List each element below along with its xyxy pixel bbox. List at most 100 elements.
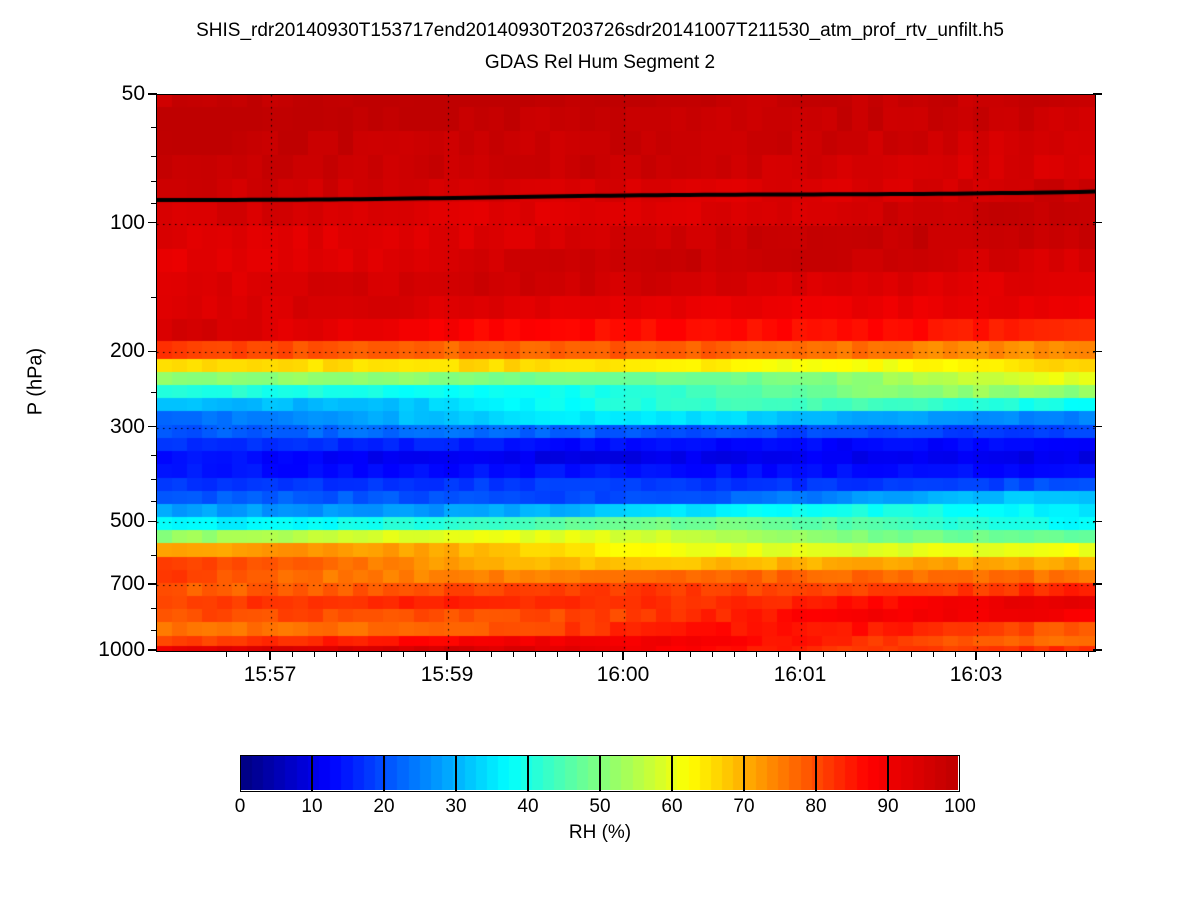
x-minor-tick xyxy=(1043,651,1045,657)
x-minor-tick xyxy=(955,651,957,657)
y-minor-tick-250 xyxy=(151,392,157,394)
x-minor-tick xyxy=(402,651,404,657)
x-tick-2 xyxy=(622,651,624,660)
colorbar-tick-30 xyxy=(455,755,457,792)
x-minor-tick xyxy=(557,651,559,657)
y-tick-500 xyxy=(148,520,157,523)
colorbar-label-10: 10 xyxy=(301,796,323,817)
y-minor-tick-400 xyxy=(151,479,157,481)
x-tick-label-16:03: 16:03 xyxy=(949,663,1003,686)
colorbar-label-20: 20 xyxy=(373,796,395,817)
x-minor-tick xyxy=(822,651,824,657)
x-minor-tick xyxy=(888,651,890,657)
x-minor-tick xyxy=(866,651,868,657)
x-tick-0 xyxy=(269,651,271,660)
figure-title-line1: SHIS_rdr20140930T153717end20140930T20372… xyxy=(196,20,1004,41)
y-tick-label-50: 50 xyxy=(121,82,145,105)
y-tick-label-1000: 1000 xyxy=(98,638,145,661)
x-minor-tick xyxy=(513,651,515,657)
y-tick-right-1000 xyxy=(1093,649,1102,651)
y-tick-right-200 xyxy=(1093,350,1102,353)
colorbar-tick-50 xyxy=(599,755,601,792)
colorbar: 0 10 20 30 40 50 60 70 80 90 100 xyxy=(235,755,976,816)
x-minor-tick xyxy=(314,651,316,657)
x-tick-label-16:01: 16:01 xyxy=(773,663,827,686)
x-minor-tick xyxy=(689,651,691,657)
colorbar-tick-60 xyxy=(671,755,673,792)
x-minor-tick xyxy=(491,651,492,657)
y-minor-tick-150 xyxy=(151,297,157,299)
colorbar-label-90: 90 xyxy=(877,796,899,817)
colorbar-label-40: 40 xyxy=(517,796,539,817)
x-minor-tick xyxy=(1087,651,1089,657)
x-minor-tick xyxy=(535,651,537,657)
y-axis-title: P (hPa) xyxy=(24,347,47,416)
y-minor-tick-350 xyxy=(151,454,157,456)
colorbar-title: RH (%) xyxy=(568,822,632,843)
y-tick-right-50 xyxy=(1093,93,1102,95)
colorbar-label-70: 70 xyxy=(733,796,755,817)
y-minor-tick-80 xyxy=(151,180,157,182)
x-minor-tick xyxy=(1021,651,1023,657)
x-minor-tick xyxy=(1065,651,1067,657)
x-tick-label-15:57: 15:57 xyxy=(243,663,297,686)
x-minor-tick xyxy=(645,651,647,657)
y-tick-700 xyxy=(148,583,157,585)
colorbar-label-80: 80 xyxy=(805,796,827,817)
y-tick-label-300: 300 xyxy=(109,414,145,438)
x-minor-tick xyxy=(844,651,846,657)
x-minor-tick xyxy=(424,651,426,657)
x-minor-tick xyxy=(468,651,470,657)
x-tick-label-16:00: 16:00 xyxy=(596,663,650,686)
y-tick-label-200: 200 xyxy=(109,339,145,363)
colorbar-label-60: 60 xyxy=(661,796,683,817)
colorbar-label-100: 100 xyxy=(944,796,976,817)
x-tick-4 xyxy=(975,651,977,660)
heatmap-plot-area xyxy=(156,94,1096,652)
x-tick-3 xyxy=(799,651,801,660)
x-minor-tick xyxy=(380,651,382,657)
y-tick-50 xyxy=(148,93,157,95)
colorbar-label-0: 0 xyxy=(234,796,246,817)
y-tick-1000 xyxy=(148,649,157,651)
x-minor-tick xyxy=(247,651,249,657)
y-tick-label-500: 500 xyxy=(109,509,145,533)
x-minor-tick xyxy=(778,651,780,657)
y-tick-right-100 xyxy=(1093,221,1102,224)
y-minor-tick-800 xyxy=(151,608,157,610)
y-minor-tick-70 xyxy=(151,155,157,157)
x-minor-tick xyxy=(336,651,338,657)
figure-title-line2: GDAS Rel Hum Segment 2 xyxy=(484,52,716,73)
y-minor-tick-900 xyxy=(151,629,157,631)
x-minor-tick xyxy=(999,651,1001,657)
colorbar-tick-20 xyxy=(383,755,385,792)
x-minor-tick xyxy=(292,651,294,657)
y-tick-label-700: 700 xyxy=(109,571,145,595)
y-tick-100 xyxy=(148,221,157,224)
x-minor-tick xyxy=(910,651,912,657)
x-minor-tick xyxy=(712,651,713,657)
x-minor-tick xyxy=(601,651,603,657)
y-tick-200 xyxy=(148,350,157,353)
x-minor-tick xyxy=(756,651,758,657)
x-minor-tick xyxy=(667,651,669,657)
colorbar-tick-40 xyxy=(527,755,529,792)
x-minor-tick xyxy=(734,651,736,657)
x-tick-label-15:59: 15:59 xyxy=(420,663,474,686)
colorbar-tick-80 xyxy=(815,755,817,792)
y-tick-300 xyxy=(148,425,157,428)
y-minor-tick-60 xyxy=(151,127,157,129)
y-tick-right-500 xyxy=(1093,520,1102,523)
colorbar-tick-90 xyxy=(887,755,889,792)
y-minor-tick-90 xyxy=(151,202,157,204)
y-tick-right-300 xyxy=(1093,425,1102,428)
x-minor-tick xyxy=(358,651,360,657)
colorbar-tick-10 xyxy=(311,755,313,792)
y-tick-label-100: 100 xyxy=(109,210,145,234)
y-minor-tick-600 xyxy=(151,554,157,556)
x-tick-1 xyxy=(446,651,448,660)
tropopause-contour-line xyxy=(157,95,1095,651)
x-minor-tick xyxy=(225,651,227,657)
x-minor-tick xyxy=(933,651,934,657)
